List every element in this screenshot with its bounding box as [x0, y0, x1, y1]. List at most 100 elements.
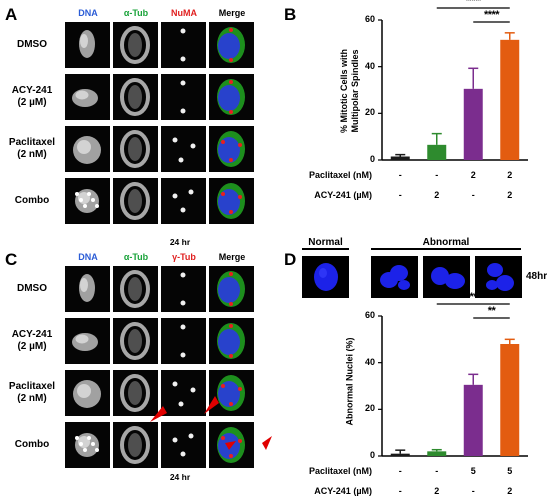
micrograph-c-r0-c1	[113, 266, 158, 312]
chart-b-condition-value-1-3: 2	[507, 190, 513, 200]
row-label-a-2: Paclitaxel (2 nM)	[8, 137, 56, 160]
timepoint-label-d: 48hr	[526, 271, 548, 282]
chart-b-condition-value-0-0: -	[398, 170, 402, 180]
micrograph-a-r3-c1	[113, 178, 158, 224]
chart-b-condition-value-1-2: -	[471, 190, 475, 200]
micrograph-a-r3-c3	[209, 178, 254, 224]
timepoint-label-a: 24 hr	[169, 237, 191, 247]
micrograph-c-r1-c0	[65, 318, 110, 364]
column-header-c-3: Merge	[218, 252, 246, 262]
micrograph-c-r3-c0	[65, 422, 110, 468]
chart-d-sig-label-0: ****	[465, 291, 482, 303]
micrograph-a-r1-c1	[113, 74, 158, 120]
micrograph-c-r3-c1	[113, 422, 158, 468]
chart-b-sig-label-1: ****	[483, 9, 500, 21]
micrograph-a-r1-c2	[161, 74, 206, 120]
abnormal-group-bar	[371, 248, 521, 250]
normal-group-bar	[302, 248, 349, 250]
normal-header: Normal	[308, 237, 343, 248]
panel-label-c: C	[5, 250, 18, 269]
panel-label-a: A	[5, 5, 18, 24]
chart-d-ytick-label-2: 40	[364, 356, 375, 367]
column-header-c-1: α-Tub	[123, 252, 149, 262]
panel-label-d: D	[284, 250, 297, 269]
chart-b-condition-name-0: Paclitaxel (nM)	[308, 170, 372, 180]
chart-b-bar-1	[427, 144, 447, 160]
chart-b-sig-label-0: ****	[465, 0, 482, 7]
column-header-c-2: γ-Tub	[172, 252, 196, 262]
chart-d-sig-label-1: **	[487, 305, 496, 317]
row-label-c-0: DMSO	[17, 283, 47, 294]
micrograph-c-r1-c3	[209, 318, 254, 364]
micrograph-c-r2-c3	[209, 370, 254, 416]
chart-d-bar-3	[500, 344, 520, 456]
chart-d-ytick-label-3: 60	[364, 310, 375, 320]
nucleus-image-abnormal-2	[423, 256, 470, 298]
abnormal-header: Abnormal	[422, 237, 470, 248]
chart-b-condition-name-1: ACY-241 (µM)	[314, 190, 372, 200]
micrograph-c-r1-c1	[113, 318, 158, 364]
micrograph-c-r2-c1	[113, 370, 158, 416]
column-header-a-3: Merge	[218, 8, 246, 18]
nucleus-image-abnormal-3	[475, 256, 522, 298]
micrograph-c-r0-c0	[65, 266, 110, 312]
micrograph-a-r2-c3	[209, 126, 254, 172]
chart-b-condition-value-1-1: 2	[434, 190, 440, 200]
timepoint-label-c: 24 hr	[169, 472, 191, 482]
panel-label-b: B	[284, 5, 297, 24]
chart-d-condition-value-0-0: -	[398, 466, 402, 476]
chart-b-condition-value-1-0: -	[398, 190, 402, 200]
chart-d-condition-name-1: ACY-241 (µM)	[314, 486, 372, 496]
micrograph-c-r3-c2	[161, 422, 206, 468]
micrograph-a-r3-c2	[161, 178, 206, 224]
chart-b-ytick-label-1: 20	[364, 107, 375, 118]
chart-b-condition-value-0-2: 2	[470, 170, 476, 180]
chart-d-condition-value-1-0: -	[398, 486, 402, 496]
micrograph-a-r2-c2	[161, 126, 206, 172]
chart-b-condition-value-0-1: -	[435, 170, 439, 180]
column-header-a-2: NuMA	[171, 8, 197, 18]
chart-b-bar-0	[390, 156, 410, 160]
chart-b-ytick-label-2: 40	[364, 60, 375, 71]
chart-b-condition-value-0-3: 2	[507, 170, 513, 180]
chart-d-bar-2	[463, 384, 483, 456]
row-label-c-3: Combo	[14, 439, 50, 450]
micrograph-c-r0-c2	[161, 266, 206, 312]
row-label-a-3: Combo	[14, 195, 50, 206]
column-header-a-1: α-Tub	[123, 8, 149, 18]
chart-d-condition-value-0-3: 5	[507, 466, 513, 476]
micrograph-a-r1-c0	[65, 74, 110, 120]
chart-d-condition-name-0: Paclitaxel (nM)	[308, 466, 372, 476]
micrograph-c-r2-c2	[161, 370, 206, 416]
nucleus-image-normal	[302, 256, 349, 298]
chart-d-condition-value-1-3: 2	[507, 486, 513, 496]
chart-d-condition-value-1-2: -	[471, 486, 475, 496]
row-label-a-1: ACY-241 (2 µM)	[11, 85, 53, 108]
row-label-a-0: DMSO	[17, 39, 47, 50]
micrograph-a-r2-c0	[65, 126, 110, 172]
chart-b-bar-3	[500, 39, 520, 161]
micrograph-c-r2-c0	[65, 370, 110, 416]
micrograph-a-r2-c1	[113, 126, 158, 172]
micrograph-c-r0-c3	[209, 266, 254, 312]
chart-d-bar-1	[427, 451, 447, 456]
chart-d-ytick-label-1: 20	[364, 403, 375, 414]
row-label-c-1: ACY-241 (2 µM)	[11, 329, 53, 352]
nucleus-image-abnormal-1	[371, 256, 418, 298]
chart-b-bar-2	[463, 88, 483, 160]
micrograph-a-r0-c2	[161, 22, 206, 68]
micrograph-a-r3-c0	[65, 178, 110, 224]
chart-d-condition-value-0-1: -	[435, 466, 439, 476]
chart-d-y-axis-label: Abnormal Nuclei (%)	[344, 337, 355, 426]
micrograph-a-r0-c3	[209, 22, 254, 68]
chart-d-condition-value-1-1: 2	[434, 486, 440, 496]
micrograph-c-r1-c2	[161, 318, 206, 364]
micrograph-a-r0-c0	[65, 22, 110, 68]
chart-d-ytick-label-0: 0	[369, 450, 375, 460]
chart-b-ytick-label-3: 60	[364, 14, 375, 24]
micrograph-a-r1-c3	[209, 74, 254, 120]
chart-d-bar-0	[390, 453, 410, 456]
column-header-a-0: DNA	[78, 8, 98, 18]
